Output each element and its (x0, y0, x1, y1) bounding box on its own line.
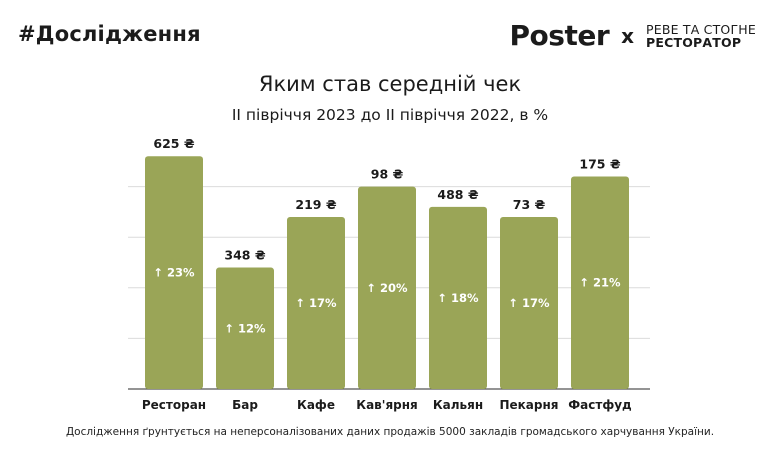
bar-top-label: 98 ₴ (371, 167, 404, 182)
bar-top-label: 488 ₴ (437, 187, 478, 202)
bar-value-label: ↑ 12% (224, 321, 266, 335)
category-label: Пекарня (499, 398, 558, 412)
bar-value-label: ↑ 20% (366, 281, 408, 295)
bar-value-label: ↑ 18% (437, 291, 479, 305)
bar (145, 156, 203, 389)
bar-top-label: 625 ₴ (153, 136, 194, 151)
category-label: Фастфуд (568, 398, 632, 412)
bar-value-label: ↑ 17% (295, 296, 337, 310)
brand-logos: Poster x РЕВЕ ТА СТОГНЕ РЕСТОРАТОР (510, 22, 756, 50)
bar-top-label: 219 ₴ (295, 197, 336, 212)
bar (429, 206, 487, 389)
bar (500, 216, 558, 389)
partner-logo-line2: РЕСТОРАТОР (646, 35, 742, 50)
bar-top-label: 348 ₴ (224, 248, 265, 263)
bar (571, 176, 629, 389)
hashtag-title: #Дослідження (18, 22, 201, 46)
category-label: Кав'ярня (356, 398, 417, 412)
bar-top-label: 175 ₴ (579, 156, 620, 171)
bar-value-label: ↑ 23% (153, 266, 195, 280)
partnership-cross: x (621, 24, 635, 48)
category-label: Бар (232, 398, 258, 412)
footnote: Дослідження ґрунтується на неперсоналізо… (65, 426, 715, 438)
partner-logo: РЕВЕ ТА СТОГНЕ РЕСТОРАТОР (646, 23, 756, 49)
bar (216, 267, 274, 389)
bar-top-label: 73 ₴ (513, 197, 546, 212)
category-label: Кафе (297, 398, 335, 412)
bar-value-label: ↑ 21% (579, 276, 621, 290)
category-label: Кальян (433, 398, 483, 412)
bar (358, 186, 416, 389)
bar (287, 216, 345, 389)
chart-subtitle: II півріччя 2023 до II півріччя 2022, в … (231, 106, 549, 124)
category-label: Ресторан (142, 398, 206, 412)
partner-logo-line1: РЕВЕ ТА СТОГНЕ (646, 22, 756, 37)
bar-value-label: ↑ 17% (508, 296, 550, 310)
poster-logo: Poster (509, 19, 610, 52)
chart-title: Яким став середній чек (258, 72, 522, 96)
